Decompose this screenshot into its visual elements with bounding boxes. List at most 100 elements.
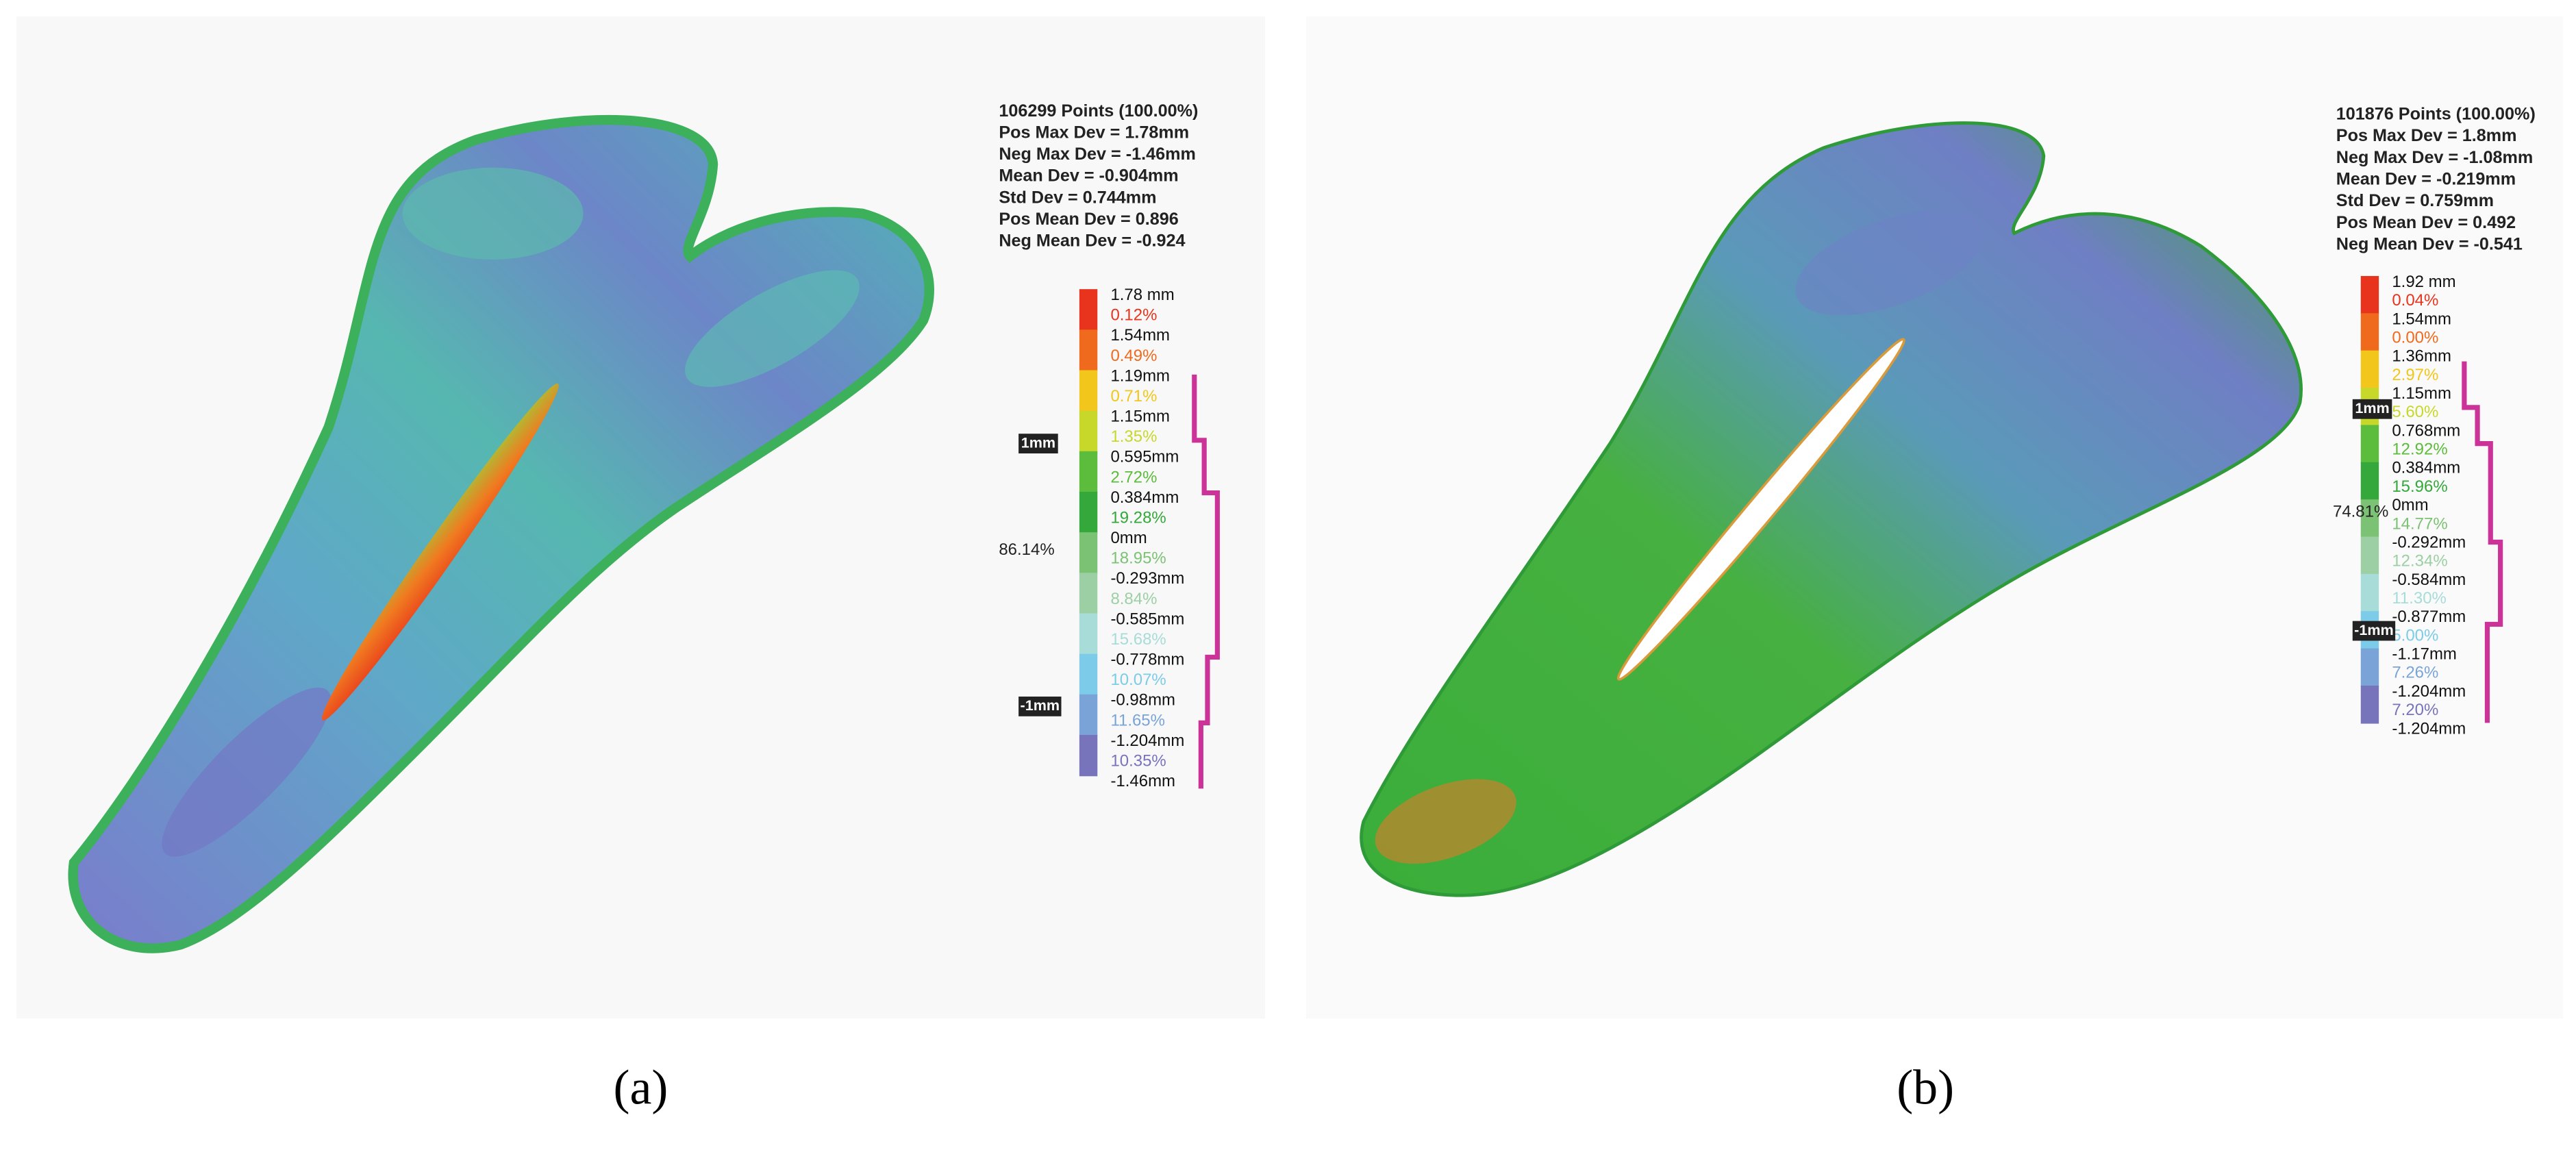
color-segment	[1079, 289, 1098, 331]
legend-value: 0mm	[1110, 529, 1147, 547]
saddle-a	[68, 114, 934, 953]
legend-percent: 7.26%	[2392, 664, 2438, 682]
color-segment	[1079, 613, 1098, 655]
cutout	[1616, 338, 1905, 681]
saddle-b	[1360, 121, 2303, 897]
legend-percent: 12.34%	[2392, 552, 2447, 571]
deviation-patch	[1375, 779, 1516, 864]
legend-percent: 10.35%	[1110, 751, 1166, 770]
legend-value: 0.384mm	[1110, 488, 1179, 507]
scale-upper: 1mm	[2355, 399, 2389, 416]
legend-value: 1.92 mm	[2392, 273, 2455, 291]
color-segment	[1079, 410, 1098, 453]
color-segment	[1079, 451, 1098, 493]
legend-percent: 11.65%	[1110, 711, 1165, 729]
deviation-patch	[684, 270, 860, 387]
stat-line: Neg Max Dev = -1.46mm	[999, 145, 1196, 164]
legend-percent: 8.84%	[1110, 590, 1157, 608]
legend-value: -0.98mm	[1110, 691, 1175, 710]
stat-line: Neg Mean Dev = -0.924	[999, 232, 1185, 251]
scale-box	[2352, 621, 2396, 641]
legend-percent: 0.49%	[1110, 347, 1157, 365]
legend-value: 0.595mm	[1110, 448, 1179, 466]
legend-value: -0.293mm	[1110, 569, 1184, 588]
caption: (a)	[614, 1060, 668, 1115]
overall-percent: 86.14%	[999, 540, 1054, 559]
color-segment	[1079, 734, 1098, 777]
legend-value: 1.15mm	[2392, 384, 2451, 403]
color-segment	[1079, 370, 1098, 412]
stat-line: 106299 Points (100.00%)	[999, 101, 1198, 121]
scale-box	[1018, 696, 1062, 716]
legend-percent: 5.60%	[2392, 403, 2438, 421]
color-segment	[1079, 491, 1098, 534]
legend-percent: 18.95%	[1110, 549, 1166, 568]
legend-percent: 0.71%	[1110, 387, 1157, 405]
legend-percent: 2.97%	[2392, 366, 2438, 384]
color-segment	[1079, 694, 1098, 736]
color-segment	[2360, 648, 2379, 687]
color-segment	[1079, 532, 1098, 574]
legend-value: -0.584mm	[2392, 571, 2466, 589]
color-segment	[2360, 686, 2379, 724]
color-segment	[2360, 536, 2379, 575]
color-segment	[1079, 573, 1098, 614]
legend-percent: 5.00%	[2392, 626, 2438, 645]
legend-value: -1.46mm	[1110, 772, 1175, 790]
scale-lower: -1mm	[2354, 621, 2394, 638]
legend-value: 1.36mm	[2392, 347, 2451, 366]
color-segment	[1079, 653, 1098, 695]
stat-line: Neg Mean Dev = -0.541	[2336, 235, 2523, 254]
stat-line: Pos Mean Dev = 0.896	[999, 210, 1178, 229]
stat-line: 101876 Points (100.00%)	[2336, 105, 2536, 124]
cutout-edge	[321, 384, 559, 721]
stat-line: Mean Dev = -0.219mm	[2336, 170, 2516, 189]
legend-percent: 2.72%	[1110, 468, 1157, 486]
legend-value: 1.19mm	[1110, 366, 1170, 385]
legend-value: 0.384mm	[2392, 459, 2460, 477]
legend-value: 0.768mm	[2392, 421, 2460, 440]
stat-line: Pos Max Dev = 1.8mm	[2336, 126, 2517, 145]
legend-value: -1.204mm	[1110, 732, 1184, 750]
legend-value: -1.204mm	[2392, 719, 2466, 738]
overall-percent: 74.81%	[2333, 503, 2388, 521]
legend-percent: 14.77%	[2392, 514, 2447, 533]
color-segment	[2360, 350, 2379, 389]
legend-value: 0mm	[2392, 496, 2428, 514]
legend-percent: 0.00%	[2392, 328, 2438, 347]
legend-value: -1.204mm	[2392, 682, 2466, 701]
color-segment	[2360, 275, 2379, 314]
legend-value: -0.877mm	[2392, 608, 2466, 626]
deviation-patch	[402, 167, 584, 260]
legend-percent: 0.12%	[1110, 306, 1157, 325]
legend-percent: 19.28%	[1110, 508, 1166, 527]
scale-upper: 1mm	[1021, 434, 1055, 451]
legend-percent: 11.30%	[2392, 589, 2447, 608]
deviation-surface	[1360, 121, 2303, 897]
stat-line: Mean Dev = -0.904mm	[999, 166, 1178, 186]
legend-percent: 0.04%	[2392, 291, 2438, 310]
stat-line: Std Dev = 0.759mm	[2336, 191, 2494, 210]
legend-percent: 12.92%	[2392, 440, 2447, 459]
legend-value: -0.585mm	[1110, 610, 1184, 628]
color-segment	[2360, 462, 2379, 501]
legend-value: 1.54mm	[1110, 326, 1170, 345]
legend-value: 1.78 mm	[1110, 286, 1174, 304]
legend-percent: 10.07%	[1110, 671, 1166, 689]
stat-line: Pos Mean Dev = 0.492	[2336, 213, 2516, 232]
legend-value: -1.17mm	[2392, 645, 2457, 664]
legend-value: -0.292mm	[2392, 533, 2466, 551]
histogram-outline	[1192, 374, 1220, 789]
legend-percent: 15.68%	[1110, 630, 1166, 649]
color-segment	[2360, 425, 2379, 463]
stat-line: Neg Max Dev = -1.08mm	[2336, 148, 2534, 167]
legend-percent: 7.20%	[2392, 701, 2438, 719]
deviation-patch	[1795, 210, 1984, 316]
legend-value: -0.778mm	[1110, 651, 1184, 669]
deviation-patch	[162, 687, 332, 857]
legend-value: 1.15mm	[1110, 408, 1170, 426]
color-segment	[2360, 499, 2379, 538]
stat-line: Std Dev = 0.744mm	[999, 188, 1156, 207]
